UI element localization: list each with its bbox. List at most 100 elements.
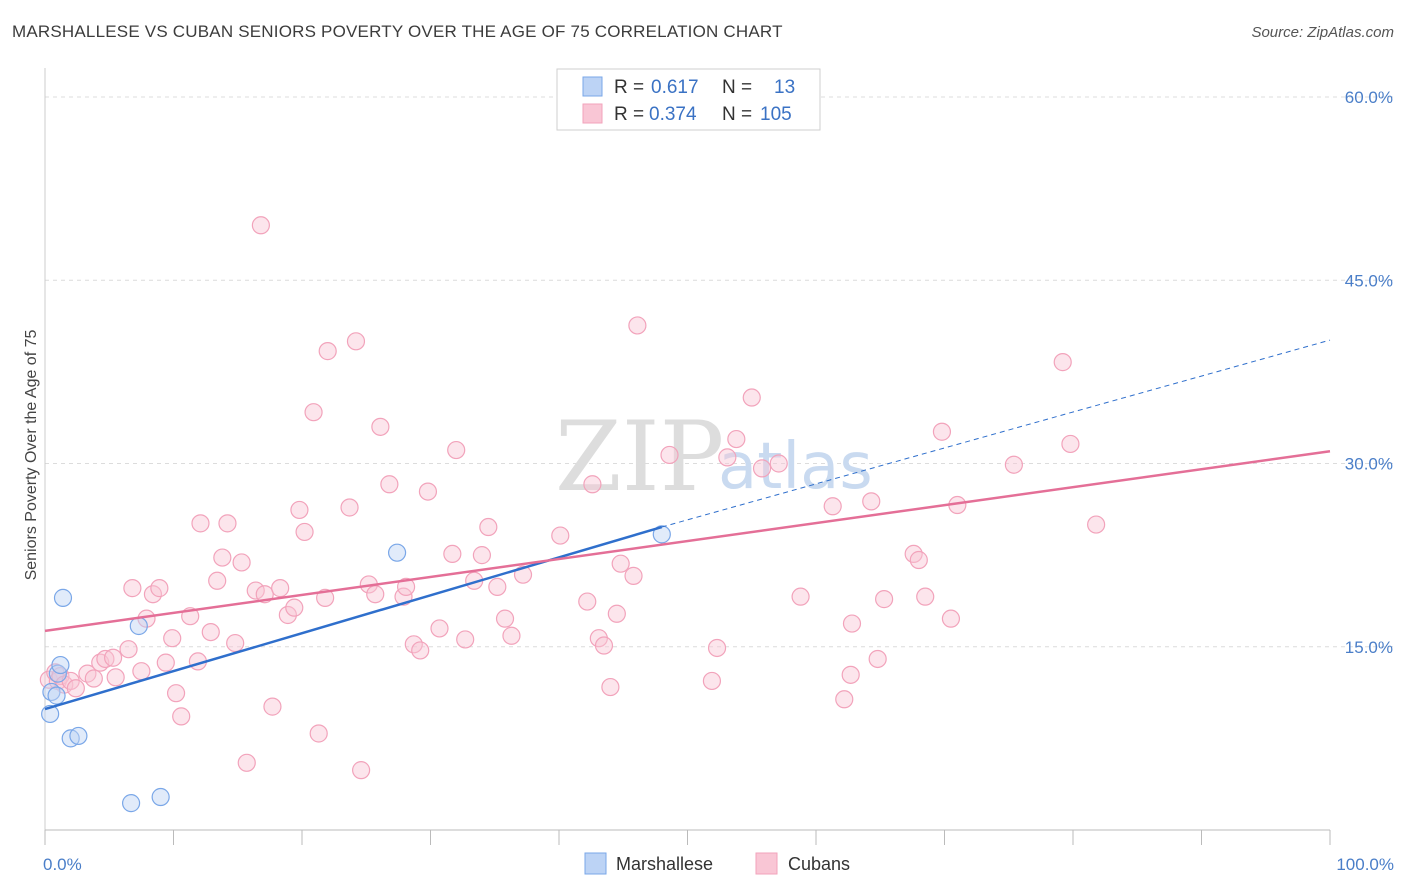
bottom-legend: Marshallese Cubans — [584, 852, 850, 875]
y-tick-label-60: 60.0% — [1345, 88, 1393, 107]
cubans-point-32 — [237, 753, 256, 772]
marshallese-trend-line — [44, 525, 663, 711]
bottom-legend-swatch-cubans — [755, 852, 778, 875]
cubans-point-40 — [290, 500, 309, 520]
cubans-point-42 — [304, 403, 323, 422]
y-tick-label-30: 30.0% — [1345, 455, 1393, 474]
cubans-point-101 — [1004, 455, 1023, 474]
cubans-point-21 — [166, 684, 186, 703]
legend-r-value-cubans: 0.374 — [649, 104, 697, 125]
marshallese-point-9 — [121, 794, 141, 813]
marshallese-trend-extension — [661, 339, 1331, 528]
legend-r-value-marshallese: 0.617 — [651, 77, 699, 98]
y-tick-label-45: 45.0% — [1345, 271, 1393, 290]
cubans-point-104 — [1087, 515, 1106, 534]
legend-n-label-marshallese: N = — [722, 77, 752, 98]
x-tick-label-0: 0.0% — [43, 855, 82, 874]
cubans-point-13 — [119, 640, 138, 659]
cubans-point-78 — [628, 316, 647, 335]
cubans-point-92 — [862, 492, 881, 511]
cubans-point-58 — [430, 619, 449, 638]
cubans-point-12 — [106, 668, 125, 687]
legend-n-value-cubans: 105 — [760, 104, 792, 125]
cubans-point-97 — [916, 587, 935, 606]
cubans-point-87 — [791, 587, 810, 606]
cubans-point-73 — [594, 636, 614, 655]
cubans-point-47 — [346, 332, 366, 351]
cubans-point-39 — [285, 598, 304, 617]
cubans-point-34 — [251, 216, 270, 235]
marshallese-point-8 — [129, 616, 148, 636]
cubans-point-103 — [1061, 434, 1080, 454]
scatter-points — [39, 216, 1106, 813]
cubans-point-88 — [823, 497, 842, 516]
cubans-point-82 — [718, 448, 737, 467]
cubans-point-81 — [707, 638, 727, 658]
legend-swatch-cubans — [582, 103, 603, 124]
cubans-point-45 — [318, 342, 337, 361]
cubans-point-46 — [340, 498, 359, 517]
cubans-point-37 — [271, 579, 290, 598]
cubans-point-20 — [163, 629, 182, 648]
cubans-point-94 — [875, 590, 894, 609]
cubans-point-26 — [201, 622, 220, 642]
cubans-point-59 — [443, 544, 462, 564]
cubans-point-60 — [447, 440, 466, 460]
cubans-point-31 — [232, 553, 251, 572]
cubans-point-79 — [660, 445, 679, 465]
source-label: Source: ZipAtlas.com — [1251, 24, 1394, 41]
cubans-point-86 — [769, 454, 788, 473]
cubans-point-52 — [380, 475, 399, 494]
cubans-point-83 — [727, 429, 746, 449]
cubans-point-28 — [213, 548, 232, 567]
marshallese-point-12 — [652, 525, 671, 544]
cubans-point-50 — [366, 585, 385, 604]
legend-n-label-cubans: N = — [722, 104, 752, 125]
bottom-legend-label-marshallese: Marshallese — [616, 854, 713, 874]
marshallese-point-4 — [51, 655, 70, 675]
cubans-point-85 — [752, 459, 772, 478]
cubans-point-84 — [742, 388, 761, 407]
cubans-point-18 — [150, 579, 169, 598]
cubans-point-33 — [246, 581, 265, 600]
cubans-point-80 — [702, 671, 722, 691]
cubans-point-66 — [495, 609, 515, 628]
marshallese-point-10 — [151, 787, 170, 807]
cubans-point-54 — [396, 577, 416, 596]
cubans-point-51 — [371, 417, 390, 436]
watermark-zip: ZIP — [555, 401, 724, 513]
cubans-point-25 — [191, 514, 210, 533]
cubans-point-27 — [208, 571, 227, 590]
cubans-point-90 — [841, 665, 860, 684]
cubans-point-43 — [309, 724, 328, 743]
cubans-point-15 — [132, 662, 151, 681]
cubans-point-63 — [472, 546, 491, 565]
bottom-legend-label-cubans: Cubans — [788, 854, 850, 874]
legend: R = 0.617 N = 13 R = 0.374 N = 105 — [556, 68, 821, 131]
cubans-point-98 — [932, 422, 952, 441]
cubans-point-10 — [96, 649, 115, 669]
cubans-point-30 — [226, 633, 245, 653]
cubans-point-70 — [578, 592, 597, 611]
marshallese-point-7 — [69, 726, 88, 746]
cubans-point-38 — [278, 605, 297, 625]
x-tick-label-100: 100.0% — [1336, 855, 1394, 874]
chart-title: MARSHALLESE VS CUBAN SENIORS POVERTY OVE… — [12, 22, 783, 41]
cubans-point-44 — [316, 588, 335, 607]
cubans-point-74 — [601, 677, 620, 697]
cubans-point-22 — [172, 707, 191, 726]
y-tick-label-15: 15.0% — [1345, 638, 1393, 657]
cubans-point-57 — [418, 482, 438, 501]
cubans-point-48 — [352, 761, 371, 780]
cubans-point-71 — [583, 475, 602, 494]
cubans-point-29 — [218, 514, 237, 533]
cubans-point-41 — [295, 522, 314, 542]
cubans-point-69 — [551, 526, 570, 545]
cubans-point-56 — [411, 641, 430, 660]
watermark: ZIP atlas — [555, 401, 873, 513]
legend-r-label-cubans: R = — [614, 104, 644, 125]
cubans-point-61 — [456, 630, 475, 649]
cubans-point-75 — [607, 604, 626, 623]
cubans-point-93 — [868, 649, 887, 669]
